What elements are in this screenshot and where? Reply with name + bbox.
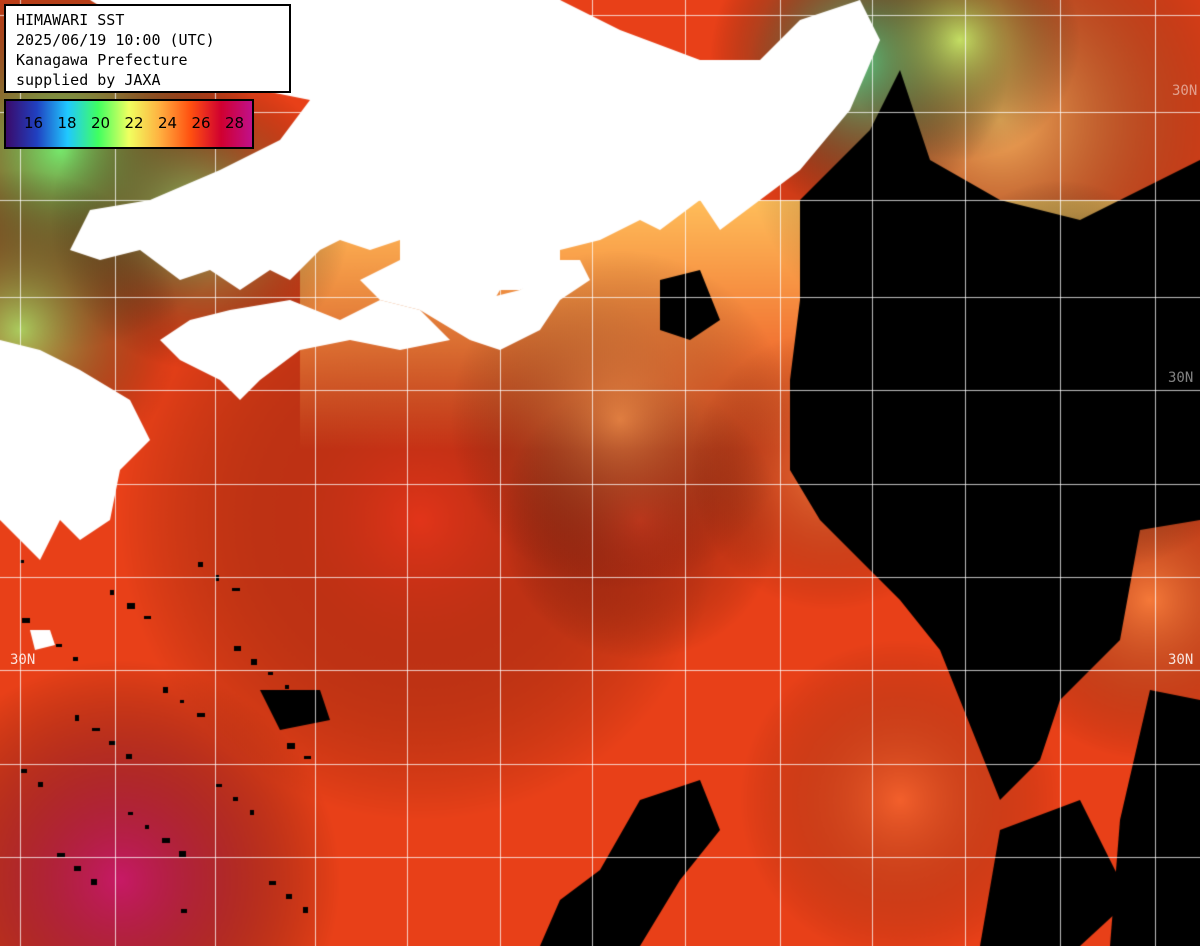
legend-tick-22: 22 — [124, 114, 144, 132]
legend-tick-16: 16 — [24, 114, 44, 132]
lat-label-top-right: 30N — [1172, 83, 1198, 99]
legend-tick-26: 26 — [191, 114, 211, 132]
lat-label-30n-left: 30N — [10, 652, 36, 668]
title-line-3: Kanagawa Prefecture — [16, 51, 188, 69]
temperature-legend: 16 18 20 22 24 26 28 — [4, 99, 254, 149]
lon-label-top: 130E — [483, 2, 498, 34]
legend-tick-20: 20 — [91, 114, 111, 132]
legend-tick-18: 18 — [57, 114, 77, 132]
title-line-2: 2025/06/19 10:00 (UTC) — [16, 31, 215, 49]
title-line-4: supplied by JAXA — [16, 71, 161, 89]
title-line-1: HIMAWARI SST — [16, 11, 125, 29]
legend-tick-24: 24 — [158, 114, 178, 132]
legend-color-bar — [6, 101, 252, 147]
lat-label-30n-right: 30N — [1168, 652, 1194, 668]
lat-label-upper-right: 30N — [1168, 370, 1194, 386]
legend-tick-labels: 16 18 20 22 24 26 28 — [24, 114, 252, 132]
title-box: HIMAWARI SST 2025/06/19 10:00 (UTC) Kana… — [4, 4, 291, 93]
legend-tick-28: 28 — [225, 114, 245, 132]
